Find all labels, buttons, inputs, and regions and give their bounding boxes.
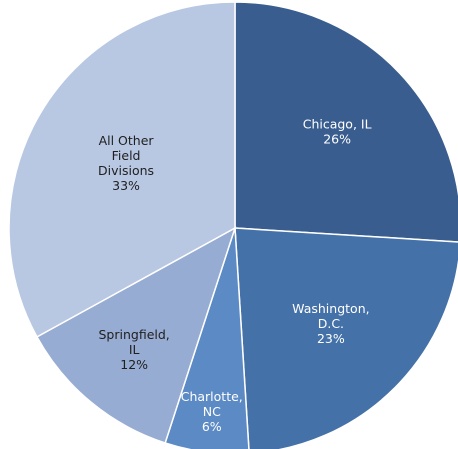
pie-slice (8, 1, 236, 338)
slice-name: Springfield, (99, 327, 170, 342)
slice-label: Washington, D.C. 23% (292, 301, 369, 346)
slice-label: All Other Field Divisions 33% (98, 133, 154, 193)
slice-name: Washington, (292, 301, 369, 316)
slice-name: Charlotte, (181, 389, 243, 404)
slice-name: Field (112, 148, 141, 163)
slice-name: NC (203, 404, 221, 419)
slice-name: D.C. (318, 316, 344, 331)
slice-label: Springfield, IL 12% (99, 327, 170, 372)
slice-percent: 33% (112, 178, 140, 193)
slice-label: Chicago, IL 26% (303, 117, 372, 147)
slice-percent: 6% (202, 419, 222, 434)
pie-slice (234, 1, 458, 243)
slice-name: IL (129, 342, 140, 357)
pie-slice (234, 227, 458, 449)
slice-name: Divisions (98, 163, 154, 178)
pie-slices (8, 1, 458, 449)
slice-percent: 12% (120, 357, 148, 372)
slice-label: Charlotte, NC 6% (181, 389, 243, 434)
slice-percent: 26% (323, 132, 351, 147)
pie-slice (35, 226, 237, 444)
slice-percent: 23% (317, 331, 345, 346)
slice-name: Chicago, IL (303, 117, 372, 132)
slice-name: All Other (99, 133, 155, 148)
pie-labels: Chicago, IL 26% Washington, D.C. 23% Charlott… (98, 117, 372, 434)
